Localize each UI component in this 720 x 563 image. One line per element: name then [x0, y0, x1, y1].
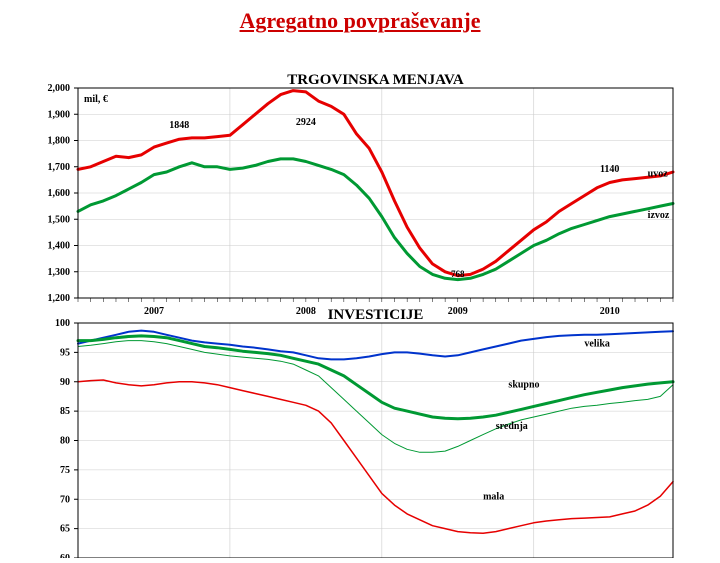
svg-text:65: 65	[60, 524, 70, 535]
svg-text:velika: velika	[584, 339, 610, 350]
svg-text:skupno: skupno	[508, 380, 539, 391]
svg-text:95: 95	[60, 347, 70, 358]
svg-text:srednja: srednja	[496, 421, 528, 432]
svg-text:60: 60	[60, 553, 70, 558]
svg-text:izvoz: izvoz	[648, 210, 670, 221]
svg-text:85: 85	[60, 406, 70, 417]
svg-text:1,300: 1,300	[48, 267, 71, 278]
svg-text:1,600: 1,600	[48, 188, 71, 199]
svg-text:1140: 1140	[600, 164, 619, 175]
svg-text:2009: 2009	[448, 306, 468, 317]
svg-text:768: 768	[451, 269, 465, 279]
charts-container: TRGOVINSKA MENJAVA 1,200 1,300 1,400 1,500 1,…	[0, 38, 720, 563]
svg-text:1,900: 1,900	[48, 109, 71, 120]
svg-text:INVESTICIJE: INVESTICIJE	[328, 307, 424, 323]
page-title: Agregatno povpraševanje	[0, 8, 720, 34]
svg-text:TRGOVINSKA MENJAVA: TRGOVINSKA MENJAVA	[287, 72, 464, 88]
svg-text:2924: 2924	[296, 117, 316, 128]
svg-text:2007: 2007	[144, 306, 164, 317]
svg-text:100: 100	[55, 318, 70, 329]
svg-text:2010: 2010	[600, 306, 620, 317]
charts-svg: TRGOVINSKA MENJAVA 1,200 1,300 1,400 1,500 1,…	[0, 38, 720, 558]
svg-text:1,200: 1,200	[48, 293, 71, 304]
svg-text:2008: 2008	[296, 306, 316, 317]
svg-text:1,500: 1,500	[48, 214, 71, 225]
svg-text:mil, €: mil, €	[84, 94, 108, 105]
svg-text:75: 75	[60, 465, 70, 476]
svg-text:1,800: 1,800	[48, 136, 71, 147]
svg-text:80: 80	[60, 436, 70, 447]
svg-text:uvoz: uvoz	[648, 169, 669, 180]
svg-text:2,000: 2,000	[48, 83, 71, 94]
svg-text:mala: mala	[483, 491, 504, 502]
svg-text:1,400: 1,400	[48, 241, 71, 252]
svg-text:1848: 1848	[169, 120, 189, 131]
svg-text:1,700: 1,700	[48, 162, 71, 173]
svg-text:70: 70	[60, 494, 70, 505]
svg-text:90: 90	[60, 377, 70, 388]
